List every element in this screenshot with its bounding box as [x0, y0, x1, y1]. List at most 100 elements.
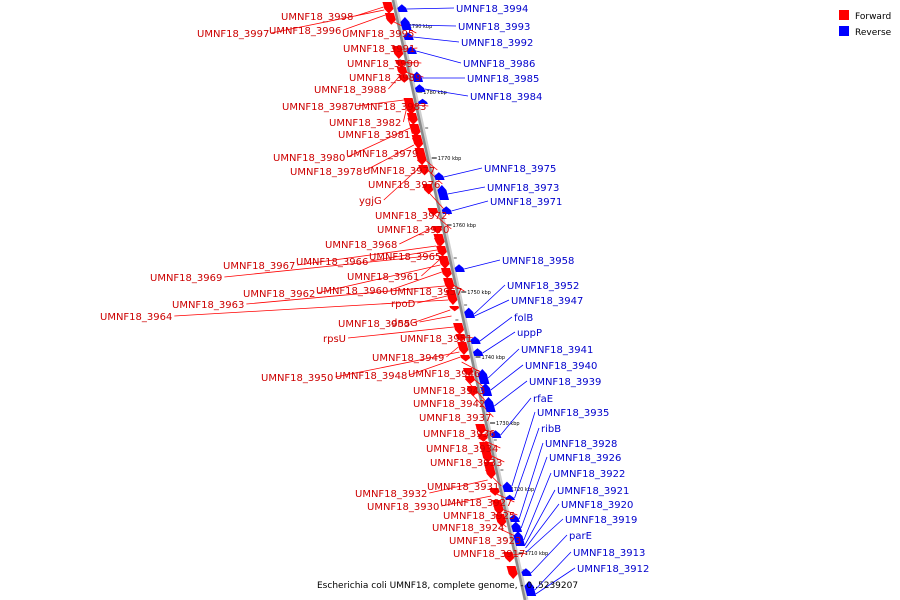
- reverse-gene-label-pare[interactable]: parE: [569, 531, 592, 542]
- reverse-gene-feature[interactable]: [480, 383, 493, 396]
- forward-gene-feature[interactable]: [466, 386, 478, 397]
- forward-gene-feature[interactable]: [436, 246, 447, 257]
- forward-gene-feature[interactable]: [396, 67, 408, 77]
- forward-gene-label-umnf18-3948[interactable]: UMNF18_3948: [335, 371, 407, 382]
- forward-gene-feature[interactable]: [457, 342, 469, 355]
- forward-gene-label-umnf18-3955[interactable]: UMNF18_3955: [338, 319, 410, 330]
- reverse-gene-feature[interactable]: [397, 4, 408, 12]
- reverse-gene-label-umnf18-3952[interactable]: UMNF18_3952: [507, 281, 579, 292]
- forward-gene-feature[interactable]: [414, 148, 427, 165]
- forward-gene-label-umnf18-3949[interactable]: UMNF18_3949: [372, 353, 444, 364]
- forward-gene-label-umnf18-3965[interactable]: UMNF18_3965: [369, 252, 441, 263]
- forward-gene-label-umnf18-3977[interactable]: UMNF18_3977: [363, 166, 435, 177]
- forward-gene-label-umnf18-3988[interactable]: UMNF18_3988: [314, 85, 386, 96]
- reverse-gene-feature[interactable]: [437, 185, 449, 200]
- reverse-gene-feature[interactable]: [521, 568, 532, 576]
- forward-gene-feature[interactable]: [503, 552, 515, 563]
- forward-gene-label-umnf18-3934[interactable]: UMNF18_3934: [426, 444, 498, 455]
- forward-gene-label-umnf18-3962[interactable]: UMNF18_3962: [243, 289, 315, 300]
- forward-gene-label-umnf18-3967[interactable]: UMNF18_3967: [223, 261, 295, 272]
- forward-gene-label-umnf18-3989[interactable]: UMNF18_3989: [349, 73, 421, 84]
- forward-gene-feature[interactable]: [398, 75, 409, 83]
- forward-gene-feature[interactable]: [395, 60, 406, 68]
- forward-gene-feature[interactable]: [462, 368, 474, 376]
- reverse-gene-label-umnf18-3984[interactable]: UMNF18_3984: [470, 92, 542, 103]
- forward-gene-feature[interactable]: [479, 442, 493, 463]
- forward-gene-label-umnf18-3950[interactable]: UMNF18_3950: [261, 373, 333, 384]
- forward-gene-feature[interactable]: [392, 46, 404, 59]
- forward-gene-label-umnf18-3942[interactable]: UMNF18_3942: [413, 399, 485, 410]
- forward-gene-feature[interactable]: [409, 124, 421, 137]
- forward-gene-label-umnf18-3983[interactable]: UMNF18_3983: [354, 102, 426, 113]
- forward-gene-label-umnf18-3946[interactable]: UMNF18_3946: [408, 369, 480, 380]
- reverse-gene-feature[interactable]: [509, 514, 520, 522]
- reverse-gene-feature[interactable]: [403, 32, 414, 40]
- reverse-gene-feature[interactable]: [414, 84, 426, 92]
- forward-gene-feature[interactable]: [483, 462, 496, 479]
- reverse-gene-label-umnf18-3958[interactable]: UMNF18_3958: [502, 256, 574, 267]
- forward-gene-label-umnf18-3963[interactable]: UMNF18_3963: [172, 300, 244, 311]
- forward-gene-label-umnf18-3995[interactable]: UMNF18_3995: [342, 29, 414, 40]
- forward-gene-label-dnag[interactable]: dnaG: [391, 318, 418, 329]
- forward-gene-feature[interactable]: [418, 165, 430, 176]
- reverse-gene-label-umnf18-3994[interactable]: UMNF18_3994: [456, 4, 528, 15]
- reverse-gene-label-umnf18-3975[interactable]: UMNF18_3975: [484, 164, 556, 175]
- reverse-gene-label-umnf18-3940[interactable]: UMNF18_3940: [525, 361, 597, 372]
- forward-gene-label-umnf18-3936[interactable]: UMNF18_3936: [423, 429, 495, 440]
- forward-gene-label-umnf18-3927[interactable]: UMNF18_3927: [440, 498, 512, 509]
- forward-gene-feature[interactable]: [384, 13, 396, 25]
- reverse-gene-label-umnf18-3973[interactable]: UMNF18_3973: [487, 183, 559, 194]
- forward-gene-label-umnf18-3960[interactable]: UMNF18_3960: [316, 286, 388, 297]
- forward-gene-feature[interactable]: [438, 256, 450, 269]
- forward-gene-label-umnf18-3969[interactable]: UMNF18_3969: [150, 273, 222, 284]
- reverse-gene-label-folb[interactable]: folB: [514, 313, 533, 324]
- forward-gene-feature[interactable]: [433, 234, 445, 247]
- reverse-gene-label-umnf18-3913[interactable]: UMNF18_3913: [573, 548, 645, 559]
- forward-gene-feature[interactable]: [445, 290, 458, 305]
- reverse-gene-feature[interactable]: [412, 71, 424, 82]
- forward-gene-feature[interactable]: [382, 2, 394, 14]
- forward-gene-label-rpod[interactable]: rpoD: [391, 299, 416, 310]
- forward-gene-feature[interactable]: [475, 424, 487, 435]
- forward-gene-label-rpsu[interactable]: rpsU: [323, 334, 346, 345]
- reverse-gene-label-umnf18-3919[interactable]: UMNF18_3919: [565, 515, 637, 526]
- reverse-gene-feature[interactable]: [441, 206, 453, 214]
- reverse-gene-feature[interactable]: [513, 531, 526, 546]
- forward-gene-feature[interactable]: [406, 113, 418, 125]
- forward-gene-feature[interactable]: [422, 184, 434, 195]
- forward-gene-label-umnf18-3925[interactable]: UMNF18_3925: [443, 511, 515, 522]
- forward-gene-feature[interactable]: [495, 514, 507, 527]
- reverse-gene-feature[interactable]: [464, 307, 475, 318]
- forward-gene-label-umnf18-3951[interactable]: UMNF18_3951: [400, 334, 472, 345]
- forward-gene-label-umnf18-3930[interactable]: UMNF18_3930: [367, 502, 439, 513]
- reverse-gene-label-umnf18-3922[interactable]: UMNF18_3922: [553, 469, 625, 480]
- reverse-gene-feature[interactable]: [491, 430, 502, 438]
- reverse-gene-feature[interactable]: [470, 336, 481, 344]
- forward-gene-label-umnf18-3976[interactable]: UMNF18_3976: [368, 180, 440, 191]
- forward-gene-label-umnf18-3996[interactable]: UMNF18_3996: [269, 26, 341, 37]
- reverse-gene-label-umnf18-3993[interactable]: UMNF18_3993: [458, 22, 530, 33]
- forward-gene-feature[interactable]: [449, 306, 460, 312]
- reverse-gene-feature[interactable]: [400, 17, 412, 30]
- forward-gene-label-umnf18-3990[interactable]: UMNF18_3990: [347, 59, 419, 70]
- forward-gene-label-umnf18-3991[interactable]: UMNF18_3991: [343, 44, 415, 55]
- forward-gene-feature[interactable]: [506, 566, 518, 579]
- forward-gene-label-umnf18-3972[interactable]: UMNF18_3972: [375, 211, 447, 222]
- forward-gene-label-umnf18-3981[interactable]: UMNF18_3981: [338, 130, 410, 141]
- forward-gene-label-umnf18-3997[interactable]: UMNF18_3997: [197, 29, 269, 40]
- forward-gene-label-umnf18-3982[interactable]: UMNF18_3982: [329, 118, 401, 129]
- forward-gene-feature[interactable]: [431, 226, 443, 234]
- forward-gene-label-umnf18-3933[interactable]: UMNF18_3933: [430, 458, 502, 469]
- reverse-gene-feature[interactable]: [511, 521, 523, 532]
- forward-gene-feature[interactable]: [477, 434, 488, 442]
- forward-gene-label-umnf18-3917[interactable]: UMNF18_3917: [453, 549, 525, 560]
- reverse-gene-label-umnf18-3928[interactable]: UMNF18_3928: [545, 439, 617, 450]
- forward-gene-label-umnf18-3987[interactable]: UMNF18_3987: [282, 102, 354, 113]
- forward-gene-label-ygjg[interactable]: ygjG: [359, 196, 382, 207]
- reverse-gene-feature[interactable]: [502, 481, 514, 492]
- forward-gene-label-umnf18-3943[interactable]: UMNF18_3943: [413, 386, 485, 397]
- reverse-gene-label-umnf18-3941[interactable]: UMNF18_3941: [521, 345, 593, 356]
- reverse-gene-feature[interactable]: [418, 98, 428, 104]
- reverse-gene-feature[interactable]: [524, 581, 537, 596]
- forward-gene-label-umnf18-3923[interactable]: UMNF18_3923: [449, 536, 521, 547]
